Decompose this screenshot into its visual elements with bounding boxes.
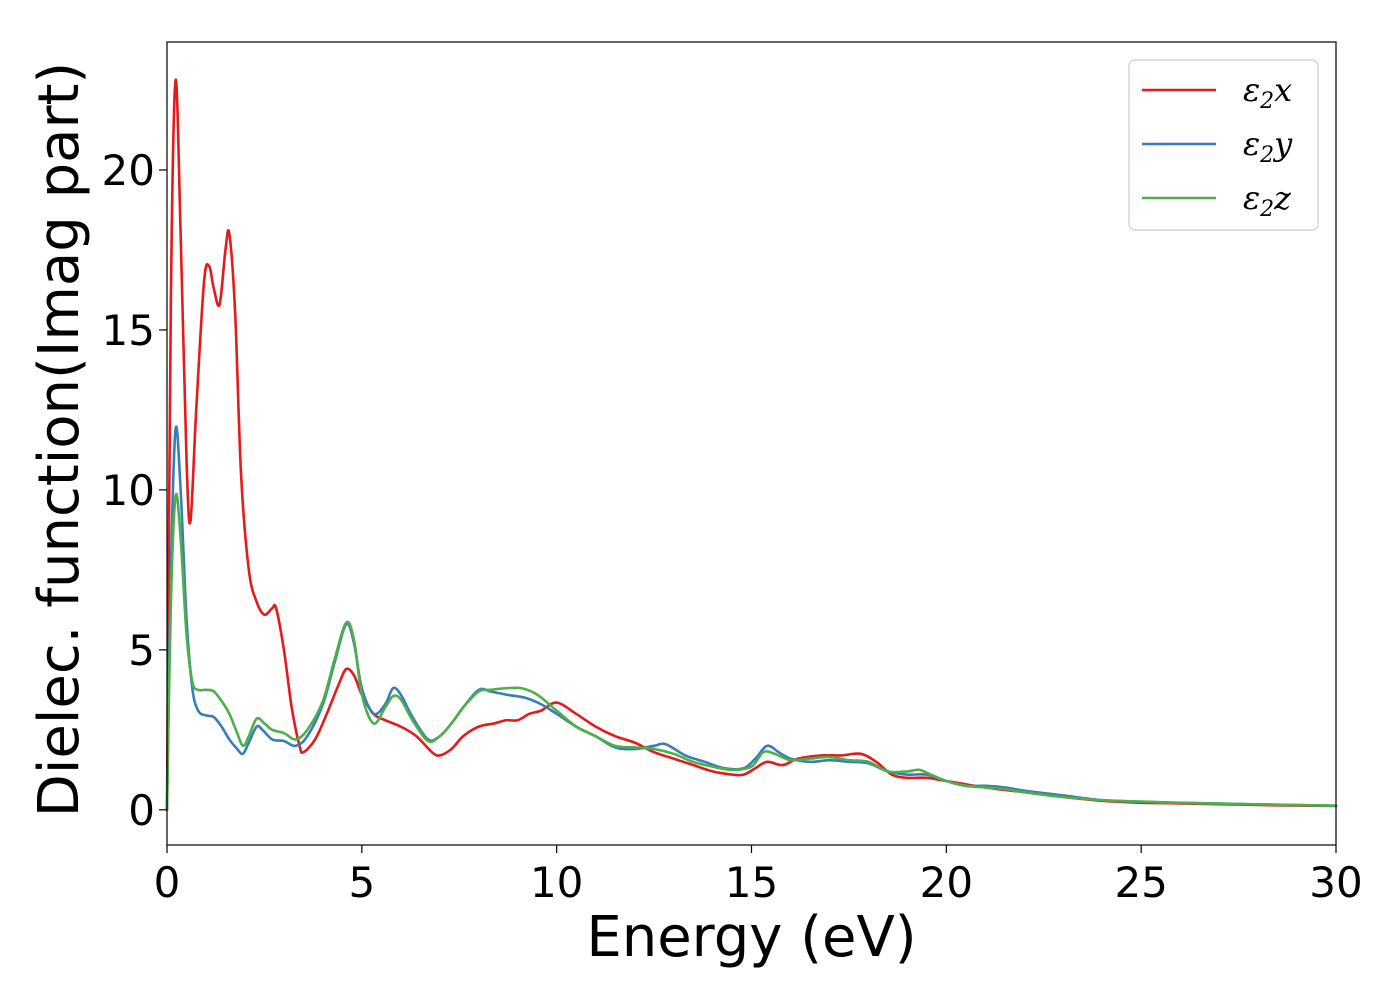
y-axis-label: Dielec. function(Imag part) (27, 62, 92, 818)
series-line-z (165, 492, 1338, 812)
y-tick-label: 15 (102, 306, 155, 355)
y-tick-label: 20 (102, 146, 155, 195)
x-tick-label: 5 (348, 858, 375, 907)
x-tick-label: 25 (1114, 858, 1167, 907)
x-axis-label: Energy (eV) (586, 905, 916, 970)
legend-box (1128, 59, 1319, 231)
y-tick-label: 5 (128, 626, 155, 675)
y-axis-ticks: 0 5 10 15 20 (102, 146, 167, 835)
y-tick-label: 0 (128, 786, 155, 835)
series-line-x (165, 78, 1338, 812)
legend-label-x: ε2x (1243, 71, 1292, 114)
x-tick-label: 20 (920, 858, 973, 907)
legend-label-z: ε2z (1243, 179, 1292, 222)
x-axis-ticks: 0 5 10 15 20 25 30 (154, 845, 1363, 907)
y-tick-label: 10 (102, 466, 155, 515)
legend: ε2x ε2y ε2z (1128, 59, 1319, 231)
series-layer (165, 78, 1338, 812)
x-tick-label: 15 (725, 858, 778, 907)
x-tick-label: 10 (530, 858, 583, 907)
x-tick-label: 30 (1309, 858, 1362, 907)
legend-label-y: ε2y (1243, 125, 1293, 168)
x-tick-label: 0 (154, 858, 181, 907)
